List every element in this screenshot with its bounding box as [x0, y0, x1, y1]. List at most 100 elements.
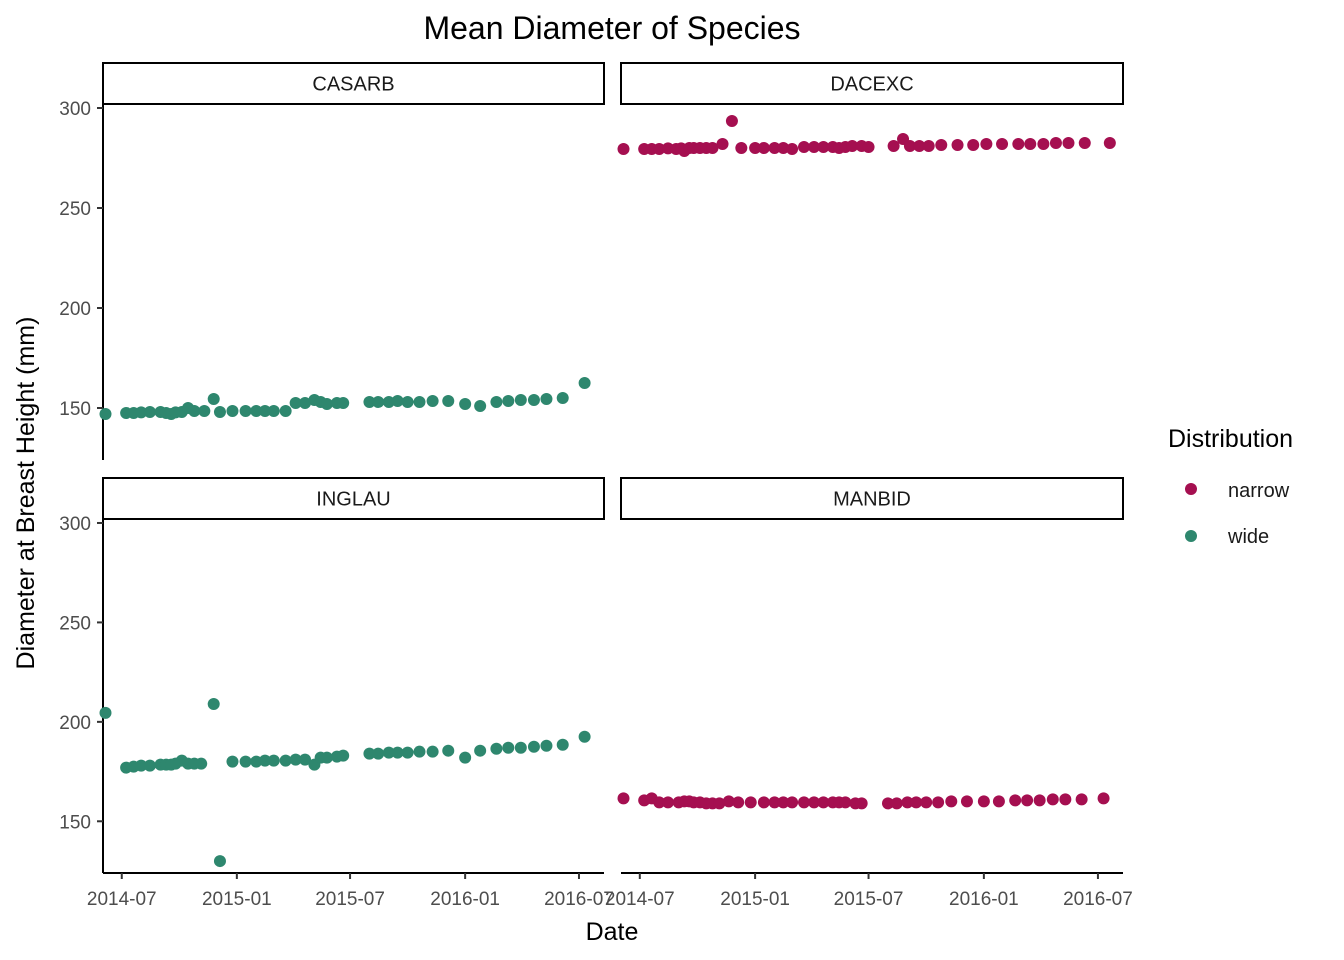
x-tick-label: 2015-01	[720, 889, 790, 910]
data-point	[320, 398, 333, 410]
legend-label-wide: wide	[1227, 526, 1269, 548]
data-point	[960, 795, 973, 808]
data-point	[391, 395, 404, 407]
data-point	[337, 749, 350, 762]
data-point	[540, 393, 553, 405]
y-tick-label: 150	[59, 399, 91, 420]
data-point	[135, 406, 148, 419]
data-point	[474, 744, 487, 757]
data-point	[887, 140, 900, 152]
x-tick-label: 2014-07	[605, 889, 675, 910]
y-tick-label: 200	[59, 713, 91, 734]
data-point	[363, 747, 376, 760]
data-point	[143, 406, 156, 418]
data-point	[744, 796, 757, 809]
data-point	[951, 139, 964, 151]
strip-label-manbid: MANBID	[833, 489, 911, 511]
data-point	[777, 142, 790, 154]
legend-label-narrow: narrow	[1228, 480, 1290, 502]
legend-title: Distribution	[1168, 425, 1293, 453]
data-point	[862, 141, 875, 153]
data-point	[725, 115, 738, 127]
x-tick-label: 2014-07	[87, 889, 157, 910]
data-point	[413, 745, 426, 758]
y-tick-label: 250	[59, 613, 91, 634]
data-point	[135, 759, 148, 772]
data-point	[490, 396, 503, 408]
data-point	[514, 394, 527, 406]
data-point	[722, 795, 735, 808]
data-point	[556, 738, 569, 751]
data-point	[992, 795, 1005, 808]
data-point	[442, 744, 455, 757]
y-tick-label: 300	[59, 514, 91, 535]
y-axis-title: Diameter at Breast Height (mm)	[12, 317, 40, 670]
x-tick-label: 2016-01	[430, 889, 500, 910]
data-point	[459, 398, 472, 410]
data-point	[578, 377, 591, 389]
chart-title: Mean Diameter of Species	[423, 10, 800, 46]
data-point	[855, 797, 868, 810]
data-point	[320, 751, 333, 764]
legend-item-wide: wide	[1185, 526, 1269, 548]
y-tick-label: 300	[59, 99, 91, 120]
data-point	[1033, 794, 1046, 807]
data-point	[99, 706, 112, 719]
data-point	[188, 405, 201, 417]
data-point	[527, 740, 540, 753]
data-point	[901, 796, 914, 809]
data-point	[935, 139, 948, 151]
data-point	[910, 796, 923, 809]
data-point	[757, 142, 770, 154]
data-point	[426, 745, 439, 758]
y-tick-label: 250	[59, 199, 91, 220]
data-point	[250, 755, 263, 768]
data-point	[474, 400, 487, 412]
data-point	[617, 792, 630, 805]
data-point	[945, 795, 958, 808]
data-point	[798, 141, 811, 153]
data-point	[1046, 793, 1059, 806]
data-point	[617, 143, 630, 155]
data-point	[213, 406, 226, 418]
data-point	[1009, 794, 1022, 807]
data-point	[977, 795, 990, 808]
data-point	[662, 796, 675, 809]
facet-dacexc: DACEXC	[617, 62, 1124, 157]
data-point	[258, 405, 271, 417]
data-point	[442, 395, 455, 407]
data-point	[195, 757, 208, 770]
data-point	[382, 396, 395, 408]
data-point	[798, 796, 811, 809]
strip-inglau	[102, 477, 605, 520]
data-point	[363, 396, 376, 408]
data-point	[207, 393, 220, 405]
data-point	[279, 754, 292, 767]
data-point	[890, 797, 903, 810]
data-point	[382, 746, 395, 759]
data-point	[768, 142, 781, 154]
data-point	[299, 397, 312, 409]
data-point	[226, 405, 239, 417]
data-point	[713, 797, 726, 810]
data-point	[250, 405, 263, 417]
data-point	[372, 396, 385, 408]
data-point	[267, 754, 280, 767]
data-point	[578, 730, 591, 743]
data-point	[372, 747, 385, 760]
data-point	[226, 755, 239, 768]
data-point	[527, 394, 540, 406]
data-point	[653, 143, 666, 155]
strip-manbid	[620, 477, 1124, 520]
data-point	[391, 746, 404, 759]
legend-marker-narrow	[1185, 483, 1197, 495]
data-point	[1037, 138, 1050, 150]
data-point	[299, 753, 312, 766]
data-point	[401, 396, 414, 408]
data-point	[777, 796, 790, 809]
y-tick-label: 200	[59, 299, 91, 320]
data-point	[808, 796, 821, 809]
data-point	[502, 741, 515, 754]
x-tick-label: 2015-07	[315, 889, 385, 910]
